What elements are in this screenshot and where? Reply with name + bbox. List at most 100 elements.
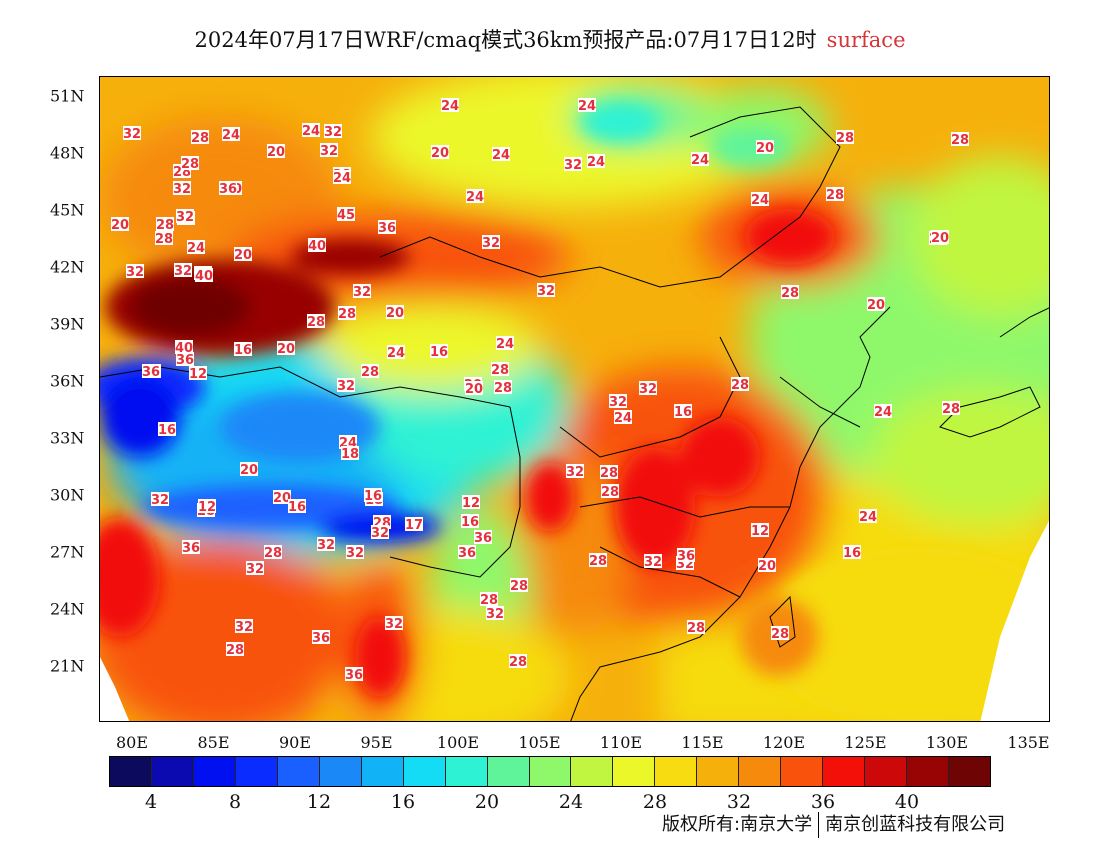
contour-label: 24 — [333, 170, 351, 186]
longitude-label: 130E — [925, 733, 969, 752]
colorbar-swatch — [319, 757, 362, 786]
longitude-label: 85E — [197, 733, 230, 752]
svg-text:28: 28 — [600, 466, 618, 481]
colorbar — [109, 756, 991, 787]
svg-text:45: 45 — [337, 208, 355, 223]
contour-label: 17 — [405, 517, 423, 533]
svg-text:32: 32 — [564, 158, 582, 173]
contour-label: 20 — [386, 305, 404, 321]
contour-label: 24 — [187, 240, 205, 256]
colorbar-swatch — [193, 757, 236, 786]
svg-text:32: 32 — [173, 182, 191, 197]
svg-text:32: 32 — [482, 236, 500, 251]
svg-text:36: 36 — [345, 668, 363, 683]
svg-text:28: 28 — [509, 655, 527, 670]
colorbar-swatch — [613, 757, 656, 786]
svg-text:32: 32 — [246, 562, 264, 577]
contour-label: 28 — [601, 484, 619, 500]
svg-text:36: 36 — [312, 631, 330, 646]
temperature-field-map: 2424322824243220202432242028242028282024… — [100, 77, 1049, 721]
longitude-label: 110E — [599, 733, 643, 752]
svg-text:20: 20 — [277, 342, 295, 357]
svg-text:32: 32 — [486, 607, 504, 622]
svg-text:24: 24 — [187, 241, 205, 256]
contour-label: 45 — [337, 207, 355, 223]
colorbar-tick-label: 16 — [390, 791, 416, 813]
colorbar-swatch — [110, 757, 152, 786]
contour-label: 24 — [387, 345, 405, 361]
svg-text:28: 28 — [589, 554, 607, 569]
longitude-label: 135E — [1007, 733, 1050, 752]
contour-label: 20 — [111, 217, 129, 233]
contour-label: 32 — [151, 492, 169, 508]
colorbar-swatch — [823, 757, 866, 786]
contour-label: 36 — [182, 540, 200, 556]
contour-label: 12 — [751, 523, 769, 539]
svg-text:32: 32 — [126, 265, 144, 280]
copyright-divider — [818, 812, 820, 838]
contour-label: 28 — [494, 380, 512, 396]
latitude-label: 42N — [50, 257, 85, 277]
contour-label: 16 — [364, 488, 382, 504]
contour-label: 24 — [691, 152, 709, 168]
svg-text:24: 24 — [614, 411, 632, 426]
contour-label: 32 — [609, 394, 627, 410]
colorbar-tick-label: 36 — [810, 791, 836, 813]
colorbar-swatch — [781, 757, 824, 786]
colorbar-tick-label: 8 — [228, 791, 242, 813]
contour-label: 24 — [441, 98, 459, 114]
contour-label: 20 — [465, 381, 483, 397]
svg-text:24: 24 — [222, 128, 240, 143]
contour-label: 28 — [156, 217, 174, 233]
contour-label: 28 — [510, 578, 528, 594]
svg-text:28: 28 — [226, 643, 244, 658]
svg-text:28: 28 — [480, 593, 498, 608]
svg-text:20: 20 — [273, 491, 291, 506]
colorbar-swatch — [571, 757, 614, 786]
contour-label: 28 — [181, 156, 199, 172]
contour-label: 32 — [639, 381, 657, 397]
svg-text:28: 28 — [951, 133, 969, 148]
svg-text:28: 28 — [510, 579, 528, 594]
no-data-se — [980, 520, 1049, 721]
colorbar-swatch — [949, 757, 991, 786]
contour-label: 16 — [674, 404, 692, 420]
contour-label: 28 — [826, 187, 844, 203]
map-panel: 2424322824243220202432242028242028282024… — [99, 76, 1050, 722]
svg-text:32: 32 — [174, 264, 192, 279]
longitude-label: 90E — [278, 733, 312, 752]
svg-text:36: 36 — [219, 182, 237, 197]
contour-label: 24 — [578, 98, 596, 114]
svg-text:32: 32 — [371, 526, 389, 541]
svg-text:20: 20 — [465, 382, 483, 397]
svg-text:28: 28 — [264, 546, 282, 561]
contour-label: 28 — [942, 401, 960, 417]
svg-text:17: 17 — [405, 518, 423, 533]
svg-text:16: 16 — [234, 343, 252, 358]
contour-label: 28 — [191, 130, 209, 146]
contour-label: 40 — [308, 238, 326, 254]
longitude-label: 100E — [436, 733, 480, 752]
longitude-label: 105E — [518, 733, 561, 752]
svg-text:28: 28 — [494, 381, 512, 396]
svg-text:36: 36 — [458, 546, 476, 561]
contour-label: 28 — [731, 377, 749, 393]
svg-text:24: 24 — [691, 153, 709, 168]
contour-label: 28 — [361, 364, 379, 380]
contour-label: 24 — [466, 189, 484, 205]
svg-text:24: 24 — [302, 124, 320, 139]
contour-label: 20 — [273, 490, 291, 506]
svg-text:24: 24 — [466, 190, 484, 205]
svg-text:28: 28 — [731, 378, 749, 393]
svg-text:24: 24 — [587, 155, 605, 170]
contour-label: 20 — [234, 247, 252, 263]
svg-text:32: 32 — [644, 555, 662, 570]
contour-label: 36 — [378, 220, 396, 236]
svg-text:28: 28 — [601, 485, 619, 500]
colorbar-tick-label: 4 — [144, 791, 158, 813]
contour-label: 40 — [195, 268, 213, 284]
svg-text:20: 20 — [240, 463, 258, 478]
contour-label: 28 — [480, 592, 498, 608]
contour-label: 32 — [324, 124, 342, 140]
title-surface-suffix: surface — [826, 28, 906, 52]
